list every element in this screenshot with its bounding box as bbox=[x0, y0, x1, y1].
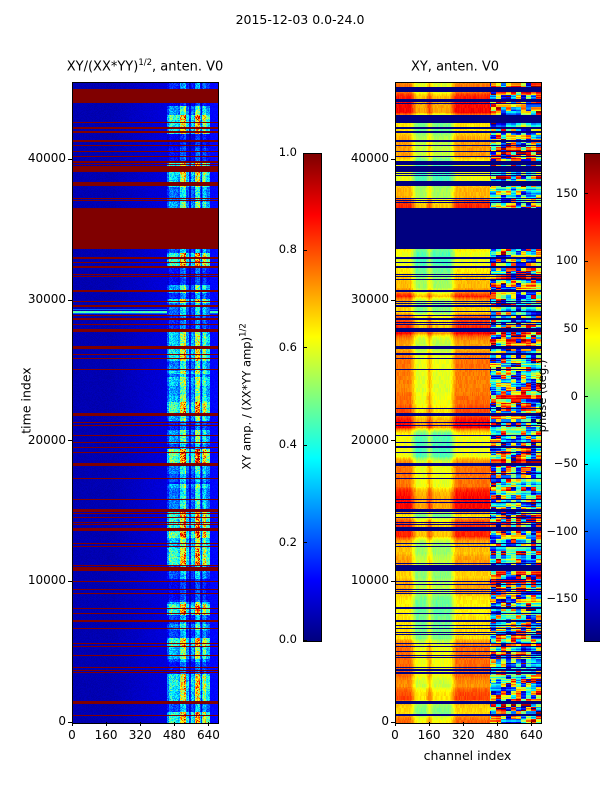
colorbar-tick-mark bbox=[584, 260, 588, 262]
right-panel-title-main: XY, anten. V0 bbox=[410, 59, 500, 75]
colorbar-tick-label-0-1: 0.2 bbox=[278, 534, 297, 549]
colorbar-tick-mark bbox=[303, 152, 307, 154]
y-tick-label-1-1: 10000 bbox=[350, 573, 389, 588]
colorbar-tick-label-1-0: −150 bbox=[546, 591, 578, 606]
x-tick-label-1-0: 0 bbox=[391, 728, 399, 742]
x-tick-mark bbox=[462, 722, 464, 726]
x-tick-mark bbox=[139, 722, 141, 726]
y-tick-mark bbox=[391, 158, 395, 160]
left-panel-title-tail: , anten. V0 bbox=[152, 59, 224, 75]
x-tick-label-0-2: 320 bbox=[128, 728, 152, 742]
x-tick-label-0-0: 0 bbox=[68, 728, 76, 742]
y-tick-label-1-4: 40000 bbox=[350, 151, 389, 166]
colorbar-tick-mark bbox=[303, 347, 307, 349]
y-tick-mark bbox=[391, 580, 395, 582]
left-y-axis-label: time index bbox=[18, 367, 34, 434]
colorbar-tick-mark bbox=[584, 193, 588, 195]
amplitude-colorbar[interactable] bbox=[303, 153, 322, 642]
y-tick-mark bbox=[391, 299, 395, 301]
y-tick-mark bbox=[68, 580, 72, 582]
y-tick-label-1-2: 20000 bbox=[350, 432, 389, 447]
colorbar-tick-mark bbox=[303, 249, 307, 251]
x-tick-label-1-3: 480 bbox=[485, 728, 509, 742]
x-tick-label-0-4: 640 bbox=[197, 728, 220, 742]
y-tick-mark bbox=[68, 299, 72, 301]
colorbar-tick-label-1-6: 150 bbox=[556, 185, 578, 200]
x-tick-mark bbox=[71, 722, 73, 726]
y-tick-mark bbox=[68, 721, 72, 723]
colorbar-tick-label-1-5: 100 bbox=[556, 253, 578, 268]
colorbar-tick-label-0-5: 1.0 bbox=[278, 145, 297, 159]
colorbar-tick-mark bbox=[584, 328, 588, 330]
amplitude-colorbar-label-main: XY amp. / (XX*YY amp) bbox=[239, 336, 254, 470]
x-tick-label-0-3: 480 bbox=[162, 728, 186, 742]
x-tick-mark bbox=[173, 722, 175, 726]
x-tick-mark bbox=[105, 722, 107, 726]
colorbar-tick-mark bbox=[303, 639, 307, 641]
x-tick-label-1-2: 320 bbox=[451, 728, 475, 742]
x-tick-mark bbox=[530, 722, 532, 726]
colorbar-tick-mark bbox=[303, 444, 307, 446]
colorbar-tick-mark bbox=[584, 531, 588, 533]
colorbar-tick-label-1-1: −100 bbox=[546, 523, 578, 538]
amplitude-colorbar-label-exponent: 1/2 bbox=[238, 322, 249, 337]
y-tick-label-1-0: 0 bbox=[381, 714, 389, 728]
left-panel-title-exponent: 1/2 bbox=[138, 58, 153, 68]
y-tick-label-0-1: 10000 bbox=[27, 573, 66, 588]
colorbar-tick-mark bbox=[584, 598, 588, 600]
y-tick-label-0-2: 20000 bbox=[27, 432, 66, 447]
colorbar-tick-label-0-2: 0.4 bbox=[278, 437, 297, 452]
amplitude-ratio-heatmap[interactable] bbox=[72, 82, 219, 724]
x-tick-mark bbox=[496, 722, 498, 726]
colorbar-tick-mark bbox=[303, 542, 307, 544]
colorbar-tick-label-0-0: 0.0 bbox=[278, 632, 297, 646]
y-tick-mark bbox=[391, 440, 395, 442]
phase-colorbar-gradient bbox=[585, 154, 600, 641]
right-x-axis-label: channel index bbox=[423, 748, 512, 763]
y-tick-label-0-0: 0 bbox=[58, 714, 66, 728]
x-tick-mark bbox=[394, 722, 396, 726]
colorbar-tick-mark bbox=[584, 463, 588, 465]
x-tick-mark bbox=[428, 722, 430, 726]
colorbar-tick-mark bbox=[584, 396, 588, 397]
colorbar-tick-label-1-4: 50 bbox=[563, 320, 578, 335]
left-panel-title: XY/(XX*YY)1/2, anten. V0 bbox=[0, 58, 290, 74]
y-tick-label-0-4: 40000 bbox=[27, 151, 66, 166]
amplitude-colorbar-gradient bbox=[304, 154, 321, 641]
colorbar-tick-label-1-3: 0 bbox=[570, 388, 578, 403]
amplitude-colorbar-label: XY amp. / (XX*YY amp)1/2 bbox=[239, 246, 254, 546]
y-tick-label-1-3: 30000 bbox=[350, 292, 389, 307]
phase-image bbox=[396, 83, 541, 723]
phase-heatmap[interactable] bbox=[395, 82, 542, 724]
colorbar-tick-label-0-4: 0.8 bbox=[278, 242, 297, 257]
amplitude-ratio-image bbox=[73, 83, 218, 723]
x-tick-label-0-1: 160 bbox=[94, 728, 118, 742]
y-tick-mark bbox=[68, 158, 72, 160]
x-tick-mark bbox=[207, 722, 209, 726]
phase-colorbar[interactable] bbox=[584, 153, 600, 642]
x-tick-label-1-1: 160 bbox=[417, 728, 441, 742]
y-tick-label-0-3: 30000 bbox=[27, 292, 66, 307]
right-panel-title: XY, anten. V0 bbox=[330, 58, 580, 74]
colorbar-tick-label-0-3: 0.6 bbox=[278, 339, 297, 354]
colorbar-tick-label-1-2: −50 bbox=[553, 456, 578, 471]
y-tick-mark bbox=[391, 721, 395, 723]
figure-suptitle: 2015-12-03 0.0-24.0 bbox=[235, 12, 365, 27]
left-panel-title-main: XY/(XX*YY) bbox=[66, 59, 139, 75]
x-tick-label-1-4: 640 bbox=[520, 728, 543, 742]
y-tick-mark bbox=[68, 440, 72, 442]
